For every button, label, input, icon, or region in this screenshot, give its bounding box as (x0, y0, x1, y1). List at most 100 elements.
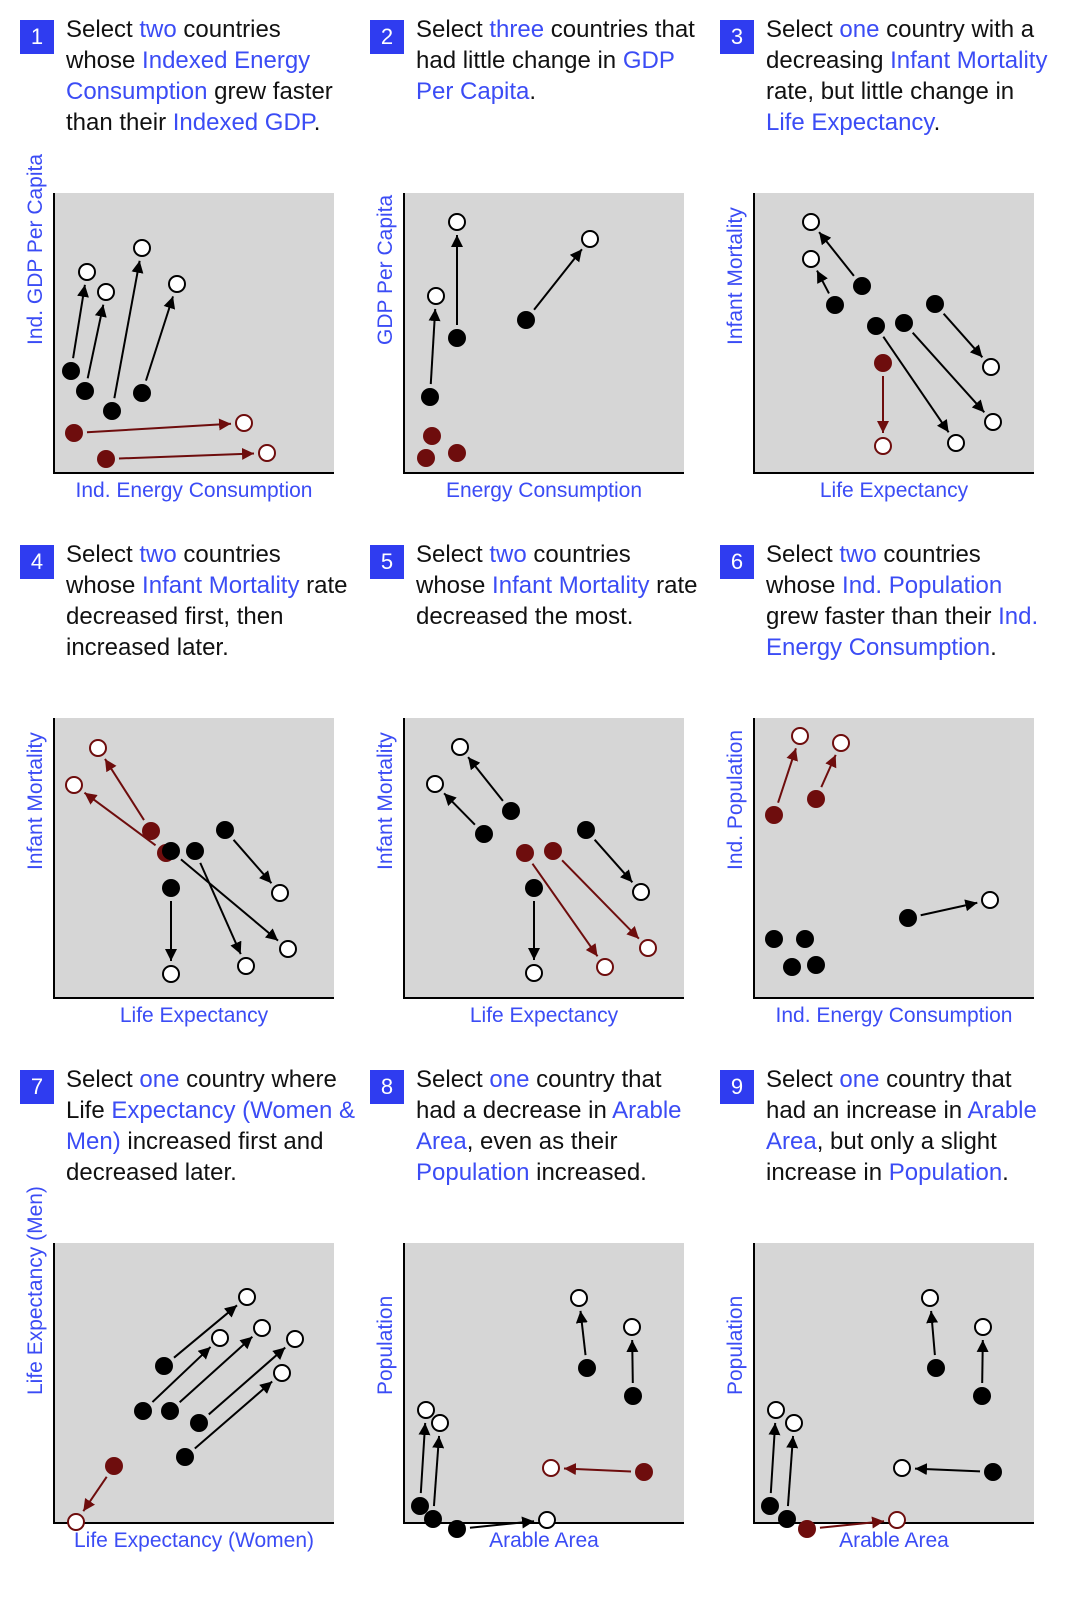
x-axis-label: Arable Area (489, 1529, 599, 1552)
question-segment: . (933, 109, 941, 136)
plot-svg (53, 193, 334, 474)
trajectory-arrow (151, 1346, 212, 1403)
question-segment: Select (766, 1066, 840, 1093)
plot-svg (53, 1243, 334, 1531)
trajectory-arrow (626, 1339, 639, 1384)
scatter-plot (403, 1243, 684, 1538)
y-axis-label: Infant Mortality (374, 732, 397, 870)
start-point (424, 1510, 442, 1528)
question-highlight: Arable Area (416, 1097, 682, 1155)
start-point (525, 879, 543, 897)
end-point (982, 358, 1000, 376)
panel-number: 4 (20, 545, 54, 579)
trajectory-arrow (194, 1380, 273, 1450)
start-point (874, 354, 892, 372)
plot-background (754, 1243, 1034, 1523)
plot-axes (53, 718, 334, 999)
end-point (235, 414, 253, 432)
panel-number: 9 (720, 1070, 754, 1104)
trajectory-arrow (575, 1310, 588, 1356)
plot-background (754, 193, 1034, 473)
trajectory-arrow (432, 1435, 445, 1507)
start-point (517, 311, 535, 329)
x-axis-label: Ind. Energy Consumption (75, 479, 313, 502)
question-segment: increased first and decreased later. (66, 1128, 324, 1186)
question-text: Select one country that had a decrease i… (416, 1064, 706, 1188)
start-point (853, 277, 871, 295)
panel-8: 8 Select one country that had a decrease … (370, 1066, 710, 1590)
plot-svg (753, 718, 1034, 999)
question-highlight: one (139, 1066, 180, 1093)
question-segment: country that had an increase in (766, 1066, 1012, 1124)
trajectory-arrow (428, 308, 441, 385)
start-point (502, 802, 520, 820)
question-segment: countries that had little change in (416, 16, 695, 74)
trajectory-arrow (82, 1476, 108, 1512)
start-point (973, 1387, 991, 1405)
trajectory-arrow (208, 1346, 286, 1416)
y-axis-label: Ind. GDP Per Capita (24, 153, 47, 345)
end-point (947, 434, 965, 452)
start-point (411, 1497, 429, 1515)
trajectory-arrow (145, 296, 176, 381)
start-point (635, 1463, 653, 1481)
trajectory-arrow (819, 1516, 885, 1529)
question-segment: country where Life (66, 1066, 337, 1124)
question-text: Select one country where Life Expectancy… (66, 1064, 356, 1188)
question-highlight: Population (416, 1159, 530, 1186)
end-point (238, 1288, 256, 1306)
question-highlight: Infant Mortality (890, 47, 1048, 74)
panel-4: 4 Select two countries whose Infant Morta… (20, 541, 360, 1065)
end-point (893, 1459, 911, 1477)
end-point (596, 958, 614, 976)
y-axis-label: Population (374, 1295, 397, 1395)
question-segment: countries whose (66, 541, 281, 599)
start-point (826, 296, 844, 314)
trajectory-arrow (786, 1435, 799, 1507)
panel-number: 7 (20, 1070, 54, 1104)
question-segment: Select (766, 16, 840, 43)
plot-svg (403, 718, 684, 999)
end-point (451, 738, 469, 756)
question-highlight: three (489, 16, 545, 43)
scatter-plot (53, 193, 334, 478)
start-point (807, 790, 825, 808)
start-point (134, 1402, 152, 1420)
question-segment: . (529, 78, 537, 105)
start-point (142, 822, 160, 840)
question-highlight: two (139, 16, 177, 43)
trajectory-arrow (467, 756, 504, 802)
trajectory-arrow (976, 1339, 989, 1384)
trajectory-arrow (563, 1463, 632, 1476)
start-point (516, 844, 534, 862)
end-point (802, 213, 820, 231)
trajectory-arrow (104, 758, 145, 821)
question-segment: Select (416, 16, 490, 43)
question-segment: Select (766, 541, 840, 568)
panel-3: 3 Select one country with a decreasing In… (720, 16, 1060, 540)
question-highlight: one (489, 1066, 530, 1093)
question-segment: . (313, 109, 321, 136)
scatter-plot (403, 718, 684, 1003)
question-highlight: GDP Per Capita (416, 47, 675, 105)
start-point (76, 382, 94, 400)
question-highlight: Arable Area (766, 1097, 1037, 1155)
question-highlight: Ind. Energy Consumption (766, 603, 1039, 661)
end-point (133, 239, 151, 257)
plot-svg (403, 193, 684, 474)
start-point (867, 317, 885, 335)
trajectory-arrow (533, 248, 583, 311)
question-segment: country that had a decrease in (416, 1066, 662, 1124)
start-point (97, 450, 115, 468)
scatter-plot (753, 718, 1034, 1003)
start-point (62, 362, 80, 380)
end-point (67, 1513, 85, 1531)
question-segment: Select (416, 1066, 490, 1093)
start-point (103, 402, 121, 420)
panel-9: 9 Select one country that had an increase… (720, 1066, 1060, 1590)
panel-2: 2 Select three countries that had little … (370, 16, 710, 540)
question-text: Select two countries whose Infant Mortal… (416, 539, 706, 632)
end-point (448, 213, 466, 231)
start-point (544, 842, 562, 860)
y-axis-label: Ind. Population (724, 729, 747, 870)
